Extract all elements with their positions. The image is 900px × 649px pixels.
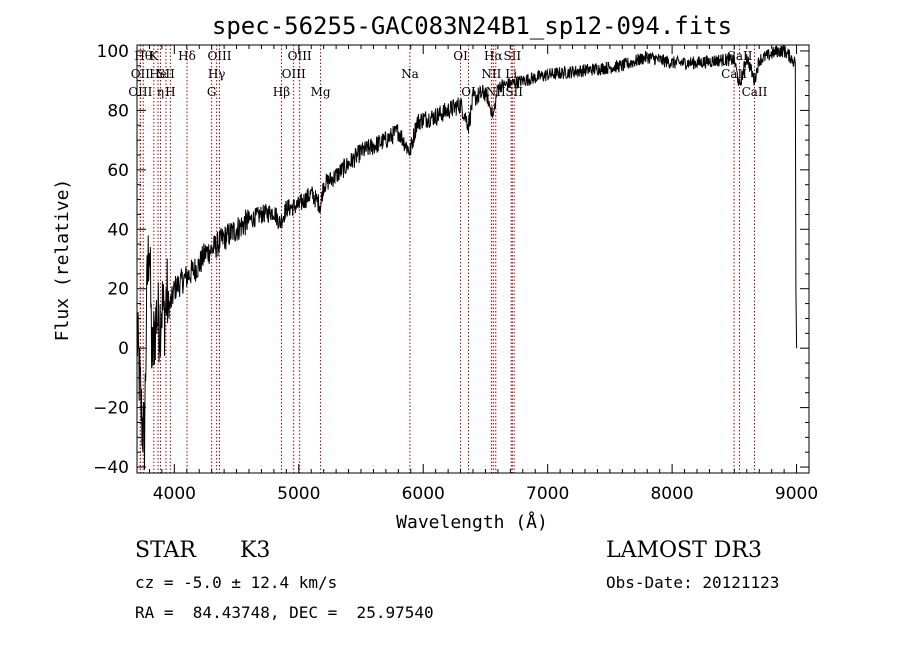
spectral-subclass-text: K3 [240, 538, 271, 563]
line-marker-label: OIII [282, 67, 306, 81]
x-axis-label: Wavelength (Å) [396, 511, 548, 533]
x-tick-label: 7000 [526, 484, 569, 504]
y-tick-label: 0 [118, 339, 129, 359]
y-axis-label: Flux (relative) [52, 179, 73, 342]
x-tick-label: 9000 [775, 484, 818, 504]
line-marker-label: CaII [721, 67, 747, 81]
line-marker-label: Hδ [178, 49, 196, 63]
axis-layer: 4000 5000 6000 7000 8000 9000 −40 −20 0 20 40 60 80 1… [93, 42, 818, 504]
line-marker-label: CaII [742, 85, 768, 99]
spectrum-line [136, 45, 798, 470]
line-marker-label: SII [157, 67, 175, 81]
y-tick-label: −40 [93, 458, 129, 478]
x-tick-label: 4000 [153, 484, 196, 504]
object-class-text: STAR [135, 538, 196, 563]
line-marker-label: SII [505, 85, 523, 99]
line-marker-label: Li [505, 67, 517, 81]
spectrum-layer [136, 45, 798, 470]
x-tick-label: 6000 [402, 484, 445, 504]
y-tick-label: −20 [93, 399, 129, 419]
y-tick-label: 60 [107, 161, 129, 181]
line-marker-label: OIII [288, 49, 312, 63]
redshift-text: cz = -5.0 ± 12.4 km/s [135, 573, 338, 592]
line-marker-label: Hα [484, 49, 503, 63]
line-marker-label: H [165, 85, 175, 99]
line-marker-label: OIII [128, 85, 152, 99]
line-marker-label: NII [481, 67, 501, 81]
line-marker-label: η [157, 85, 164, 99]
line-marker-label: SII [503, 49, 521, 63]
y-tick-label: 20 [107, 280, 129, 300]
line-marker-label: OI [453, 49, 468, 63]
y-tick-label: 80 [107, 101, 129, 121]
line-marker-label: Hβ [273, 85, 290, 99]
line-marker-label: Hθ [134, 49, 152, 63]
line-marker-label: He [149, 67, 167, 81]
plot-frame [136, 44, 810, 474]
x-tick-label: 5000 [277, 484, 320, 504]
y-tick-label: 40 [107, 220, 129, 240]
line-marker-label: Hγ [208, 67, 226, 81]
line-marker-label: Mg [311, 85, 331, 99]
y-tick-label: 100 [97, 42, 129, 62]
chart-title: spec-56255-GAC083N24B1_sp12-094.fits [212, 12, 732, 40]
survey-release-text: LAMOST DR3 [606, 538, 762, 563]
line-marker-label: OIII [207, 49, 231, 63]
x-tick-label: 8000 [650, 484, 693, 504]
line-marker-label: Na [401, 67, 419, 81]
line-marker-layer: HθOIIOIIIKHeηSIIHHδGHγOIIIHβOIIIOIIIMgNa… [128, 45, 768, 473]
observation-date-text: Obs-Date: 20121123 [606, 573, 780, 592]
coordinates-text: RA = 84.43748, DEC = 25.97540 [135, 603, 434, 622]
line-marker-label: G [207, 85, 217, 99]
line-marker-label: K [149, 49, 159, 63]
